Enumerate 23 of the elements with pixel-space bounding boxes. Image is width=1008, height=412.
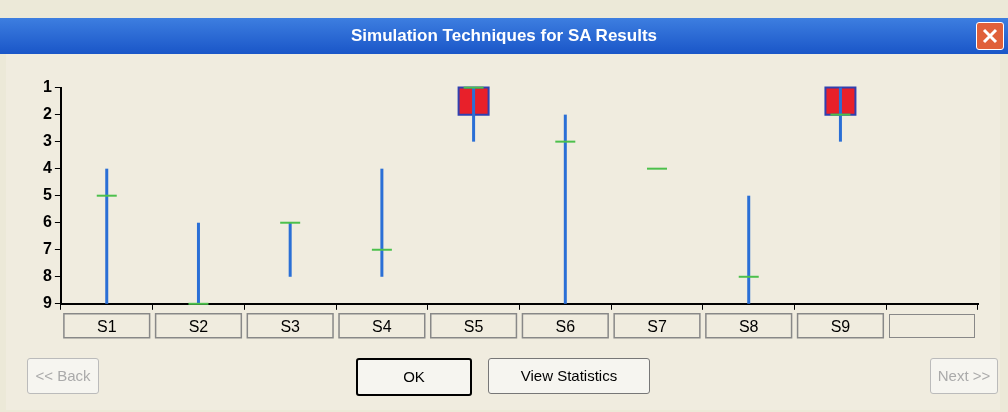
x-tick-label: S4 [372,317,392,335]
x-tick-label: S1 [96,317,117,335]
y-tick-label: 4 [42,159,52,177]
y-tick-label: 6 [42,213,52,231]
x-tick-label: S9 [830,317,851,335]
y-tick-label: 8 [42,267,52,285]
y-tick-label: 2 [42,105,52,123]
text: View Statistics [488,358,650,394]
x-tick-label: S7 [647,317,667,335]
y-tick-label: 5 [42,186,52,204]
y-tick-label: 3 [42,132,52,150]
text: Next >> [930,358,998,394]
x-tick-label: S2 [188,317,209,335]
text: OK [356,358,472,396]
x-tick-label: S8 [738,317,759,335]
chart-title: Simulation Techniques for SA Results [0,18,1008,54]
x-tick-label: S6 [555,317,576,335]
text: << Back [27,358,99,394]
y-tick-label: 7 [42,240,52,258]
x-tick-label: S3 [280,317,301,335]
y-tick-label: 1 [42,78,52,96]
y-tick-label: 9 [42,294,52,312]
x-tick-label: S5 [463,317,484,335]
